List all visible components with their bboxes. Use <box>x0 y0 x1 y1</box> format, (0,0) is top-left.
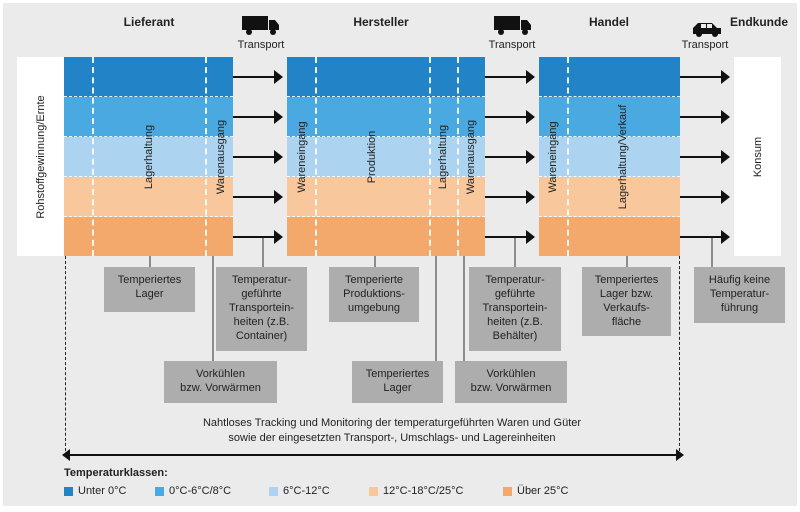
info-box: Vorkühlen bzw. Vorwärmen <box>164 361 277 403</box>
connector <box>435 256 437 361</box>
phase-lagerhaltung-verkauf: Lagerhaltung/Verkauf <box>617 104 629 210</box>
legend-swatch <box>503 486 512 496</box>
legend-item: 6°C-12°C <box>269 485 330 497</box>
flow-arrow <box>233 150 283 164</box>
car-icon <box>693 23 721 37</box>
phase-wareneingang: Wareneingang <box>296 121 308 193</box>
info-box: Vorkühlen bzw. Vorwärmen <box>455 361 567 403</box>
info-box: Temperiertes Lager bzw. Verkaufs- fläche <box>582 267 671 336</box>
legend-label: Unter 0°C <box>78 485 127 497</box>
temperature-band <box>539 57 680 97</box>
temperature-band <box>287 217 485 256</box>
phase-lagerhaltung: Lagerhaltung <box>143 124 155 190</box>
connector <box>514 238 516 267</box>
legend-label: 12°C-18°C/25°C <box>383 485 464 497</box>
stage-lieferant: Lieferant <box>123 15 175 29</box>
flow-arrow <box>233 190 283 204</box>
legend-label: Über 25°C <box>517 485 569 497</box>
flow-arrow <box>485 230 535 244</box>
flow-arrow <box>680 230 730 244</box>
truck-icon <box>494 16 531 35</box>
legend-swatch <box>269 486 278 496</box>
stage-hersteller: Hersteller <box>353 15 409 29</box>
flow-arrow <box>233 230 283 244</box>
flow-arrow <box>485 110 535 124</box>
truck-icon <box>242 16 279 35</box>
flow-arrow <box>485 190 535 204</box>
legend-item: Über 25°C <box>503 485 568 497</box>
temperature-band <box>64 57 233 97</box>
connector <box>374 256 376 267</box>
phase-divider <box>92 57 94 256</box>
transport-label: Transport <box>681 39 729 51</box>
phase-divider <box>429 57 431 256</box>
phase-divider <box>315 57 317 256</box>
connector <box>149 256 151 267</box>
flow-arrow <box>485 70 535 84</box>
temperature-band <box>539 217 680 256</box>
phase-divider <box>205 57 207 256</box>
flow-arrow <box>680 190 730 204</box>
flow-arrow <box>485 150 535 164</box>
transport-label: Transport <box>488 39 536 51</box>
temperature-band <box>539 97 680 137</box>
dashed-left-boundary <box>65 256 66 456</box>
start-label: Rohstoffgewinnung/Ernte <box>35 95 47 219</box>
connector <box>711 238 713 267</box>
legend-label: 0°C-6°C/8°C <box>169 485 232 497</box>
phase-divider <box>567 57 569 256</box>
connector <box>626 256 628 267</box>
connector <box>212 256 214 361</box>
end-label: Konsum <box>752 136 764 178</box>
end-box <box>734 57 781 256</box>
info-box: Temperatur- geführte Transportein- heite… <box>216 267 307 351</box>
phase-produktion: Produktion <box>366 130 378 184</box>
temperature-band <box>539 177 680 217</box>
legend-swatch <box>155 486 164 496</box>
flow-arrow <box>233 110 283 124</box>
temperature-band <box>287 137 485 177</box>
info-box: Temperiertes Lager <box>352 361 443 403</box>
stage-handel: Handel <box>588 15 630 29</box>
flow-arrow <box>680 110 730 124</box>
dashed-right-boundary <box>679 256 680 456</box>
phase-warenausgang: Warenausgang <box>215 119 227 195</box>
stage-endkunde: Endkunde <box>729 15 789 29</box>
transport-label: Transport <box>237 39 285 51</box>
temperature-band <box>287 97 485 137</box>
flow-arrow <box>680 70 730 84</box>
temperature-band <box>287 177 485 217</box>
legend-item: 0°C-6°C/8°C <box>155 485 231 497</box>
phase-divider <box>457 57 459 256</box>
legend-item: Unter 0°C <box>64 485 126 497</box>
temperature-band <box>539 137 680 177</box>
legend-title: Temperaturklassen: <box>64 467 168 479</box>
tracking-note: Nahtloses Tracking und Monitoring der te… <box>202 417 582 444</box>
info-box: Temperierte Produktions- umgebung <box>329 267 419 322</box>
flow-arrow <box>233 70 283 84</box>
info-box: Temperatur- geführte Transportein- heite… <box>469 267 561 351</box>
connector <box>463 256 465 361</box>
legend-label: 6°C-12°C <box>283 485 330 497</box>
start-box <box>17 57 64 256</box>
temperature-band <box>64 217 233 256</box>
connector <box>262 238 264 267</box>
phase-lagerhaltung: Lagerhaltung <box>437 124 449 190</box>
info-box: Häufig keine Temperatur- führung <box>694 267 785 323</box>
legend-swatch <box>369 486 378 496</box>
phase-wareneingang: Wareneingang <box>547 121 559 193</box>
temperature-band <box>287 57 485 97</box>
legend-item: 12°C-18°C/25°C <box>369 485 463 497</box>
info-box: Temperiertes Lager <box>104 267 195 312</box>
legend-swatch <box>64 486 73 496</box>
double-arrow <box>62 449 684 461</box>
flow-arrow <box>680 150 730 164</box>
phase-warenausgang: Warenausgang <box>465 119 477 195</box>
